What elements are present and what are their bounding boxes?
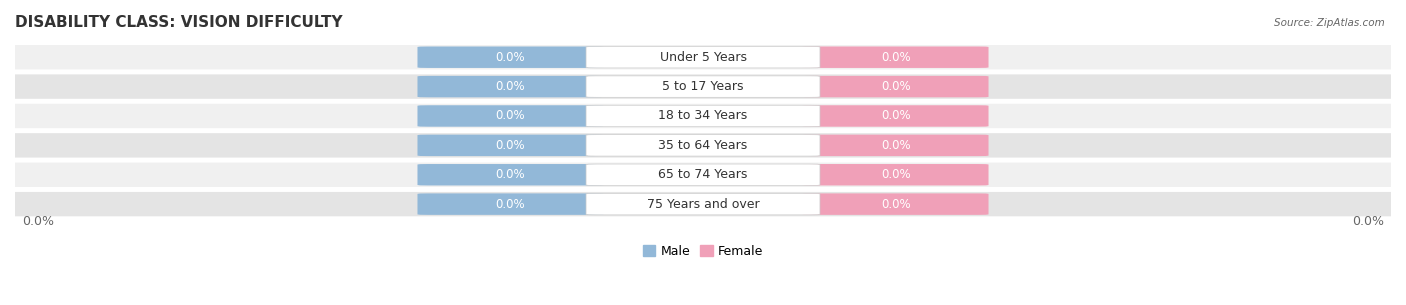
FancyBboxPatch shape [418, 105, 603, 127]
Text: 0.0%: 0.0% [880, 168, 911, 181]
FancyBboxPatch shape [803, 76, 988, 97]
FancyBboxPatch shape [418, 46, 603, 68]
FancyBboxPatch shape [4, 74, 1402, 99]
FancyBboxPatch shape [4, 133, 1402, 158]
Text: 0.0%: 0.0% [880, 198, 911, 211]
Text: 5 to 17 Years: 5 to 17 Years [662, 80, 744, 93]
Text: DISABILITY CLASS: VISION DIFFICULTY: DISABILITY CLASS: VISION DIFFICULTY [15, 15, 343, 30]
Text: 18 to 34 Years: 18 to 34 Years [658, 109, 748, 123]
Legend: Male, Female: Male, Female [643, 245, 763, 258]
FancyBboxPatch shape [803, 135, 988, 156]
Text: 0.0%: 0.0% [880, 139, 911, 152]
FancyBboxPatch shape [803, 46, 988, 68]
FancyBboxPatch shape [4, 104, 1402, 128]
FancyBboxPatch shape [586, 193, 820, 215]
FancyBboxPatch shape [586, 164, 820, 185]
Text: Under 5 Years: Under 5 Years [659, 51, 747, 64]
Text: 0.0%: 0.0% [495, 80, 526, 93]
Text: 35 to 64 Years: 35 to 64 Years [658, 139, 748, 152]
Text: 0.0%: 0.0% [880, 109, 911, 123]
FancyBboxPatch shape [418, 164, 603, 185]
FancyBboxPatch shape [803, 105, 988, 127]
FancyBboxPatch shape [586, 76, 820, 97]
FancyBboxPatch shape [4, 163, 1402, 187]
Text: 0.0%: 0.0% [495, 139, 526, 152]
Text: 0.0%: 0.0% [1353, 215, 1384, 228]
Text: 0.0%: 0.0% [495, 198, 526, 211]
FancyBboxPatch shape [586, 46, 820, 68]
FancyBboxPatch shape [418, 135, 603, 156]
FancyBboxPatch shape [4, 192, 1402, 216]
FancyBboxPatch shape [803, 193, 988, 215]
FancyBboxPatch shape [4, 45, 1402, 70]
FancyBboxPatch shape [418, 76, 603, 97]
Text: 0.0%: 0.0% [495, 109, 526, 123]
Text: 0.0%: 0.0% [22, 215, 53, 228]
Text: 0.0%: 0.0% [880, 51, 911, 64]
Text: Source: ZipAtlas.com: Source: ZipAtlas.com [1274, 18, 1385, 28]
Text: 0.0%: 0.0% [495, 168, 526, 181]
Text: 0.0%: 0.0% [495, 51, 526, 64]
FancyBboxPatch shape [586, 135, 820, 156]
FancyBboxPatch shape [803, 164, 988, 185]
Text: 65 to 74 Years: 65 to 74 Years [658, 168, 748, 181]
Text: 75 Years and over: 75 Years and over [647, 198, 759, 211]
FancyBboxPatch shape [418, 193, 603, 215]
Text: 0.0%: 0.0% [880, 80, 911, 93]
FancyBboxPatch shape [586, 105, 820, 127]
